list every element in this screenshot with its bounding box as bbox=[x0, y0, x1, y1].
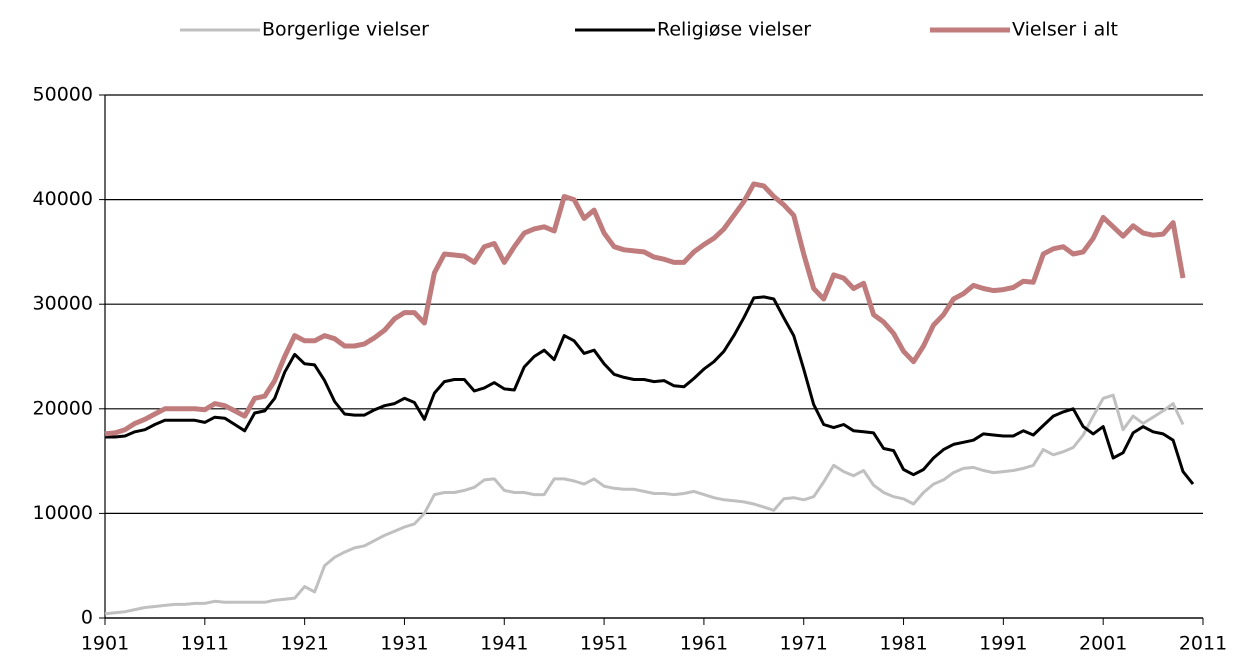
y-tick-label: 0 bbox=[81, 607, 93, 629]
x-tick-label: 1911 bbox=[181, 633, 229, 655]
x-tick-label: 1971 bbox=[780, 633, 828, 655]
legend-label: Vielser i alt bbox=[1012, 19, 1118, 41]
series-line bbox=[104, 181, 1186, 437]
legend-label: Religiøse vielser bbox=[657, 19, 811, 41]
y-tick-label: 30000 bbox=[33, 293, 93, 315]
x-tick-label: 1951 bbox=[580, 633, 628, 655]
y-tick-label: 20000 bbox=[33, 397, 93, 419]
x-tick-label: 1901 bbox=[81, 633, 129, 655]
y-tick-label: 50000 bbox=[33, 84, 93, 106]
series-line bbox=[105, 295, 1195, 486]
x-tick-label: 1921 bbox=[280, 633, 328, 655]
series-line bbox=[104, 393, 1185, 616]
legend-label: Borgerlige vielser bbox=[262, 19, 429, 41]
x-tick-label: 1931 bbox=[380, 633, 428, 655]
x-tick-label: 2001 bbox=[1079, 633, 1127, 655]
x-tick-label: 2011 bbox=[1179, 633, 1227, 655]
x-tick-label: 1981 bbox=[879, 633, 927, 655]
x-tick-label: 1991 bbox=[979, 633, 1027, 655]
y-tick-label: 10000 bbox=[33, 502, 93, 524]
x-tick-label: 1941 bbox=[480, 633, 528, 655]
x-tick-label: 1961 bbox=[680, 633, 728, 655]
y-tick-label: 40000 bbox=[33, 188, 93, 210]
